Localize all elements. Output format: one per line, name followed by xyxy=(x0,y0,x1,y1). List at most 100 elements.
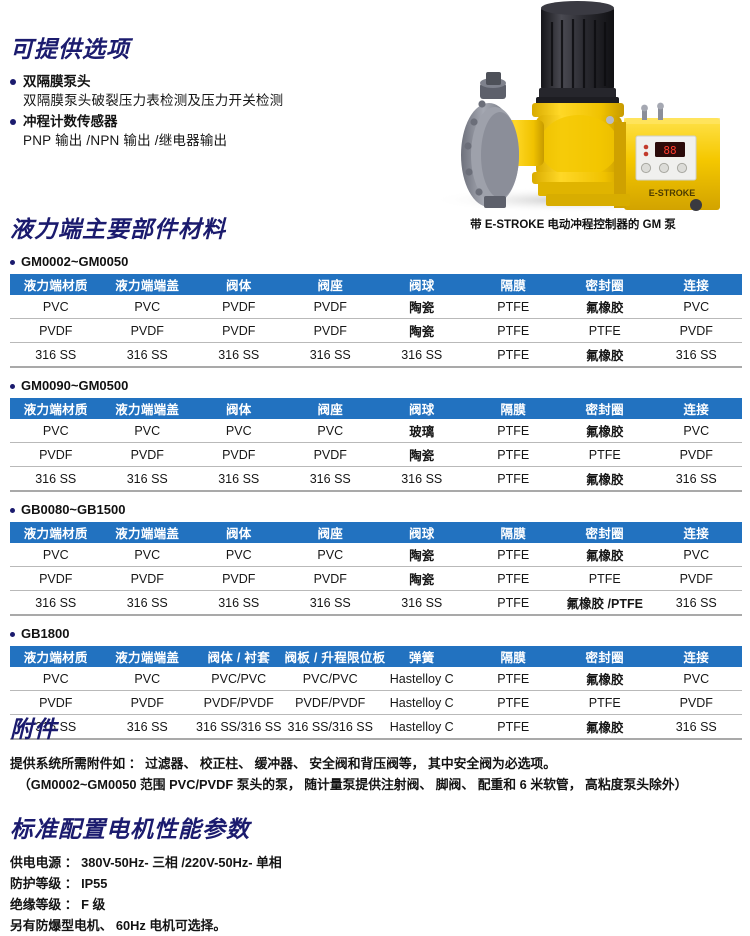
column-header: 连接 xyxy=(650,398,742,419)
option-heading: 冲程计数传感器 xyxy=(10,112,410,131)
materials-table: 液力端材质 液力端端盖 阀体 / 衬套 阀板 / 升程限位板 弹簧 隔膜 密封圈… xyxy=(10,646,742,740)
options-section-title: 可提供选项 xyxy=(10,36,130,62)
column-header: 阀座 xyxy=(284,398,376,419)
option-description: PNP 输出 /NPN 输出 /继电器输出 xyxy=(23,133,228,148)
cell: PTFE xyxy=(467,318,559,343)
accessories-section: 附件 提供系统所需附件如 ： 过滤器、 校正柱、 缓冲器、 安全阀和背压阀等， … xyxy=(10,718,750,795)
column-header: 密封圈 xyxy=(559,398,651,419)
cell: PVC xyxy=(284,419,376,443)
cell: PVC/PVC xyxy=(193,667,285,691)
accessories-line: 提供系统所需附件如 ： 过滤器、 校正柱、 缓冲器、 安全阀和背压阀等， 其中安… xyxy=(10,756,557,771)
cell: 316 SS xyxy=(101,342,193,368)
column-header: 阀体 xyxy=(193,274,285,295)
table-label: GB0080~GB1500 xyxy=(10,502,742,518)
motor-parameters-section: 标准配置电机性能参数 供电电源 ： 380V-50Hz- 三相 /220V-50… xyxy=(10,818,510,936)
table-row: PVC PVC PVC/PVC PVC/PVC Hastelloy C PTFE… xyxy=(10,667,742,691)
cell: PVDF xyxy=(101,318,193,343)
table-label-text: GB0080~GB1500 xyxy=(21,502,126,517)
cell: 氟橡胶 xyxy=(559,667,651,691)
cell: 316 SS xyxy=(376,590,468,616)
cell: 氟橡胶 xyxy=(559,543,651,567)
column-header: 阀球 xyxy=(376,398,468,419)
cell: PTFE xyxy=(559,442,651,467)
cell: 316 SS xyxy=(193,590,285,616)
table-label: GM0090~GM0500 xyxy=(10,378,742,394)
cell: PTFE xyxy=(559,318,651,343)
cell: PVDF xyxy=(193,442,285,467)
cell: 316 SS xyxy=(101,714,193,740)
column-header: 阀体 xyxy=(193,398,285,419)
cell: 氟橡胶 xyxy=(559,342,651,368)
cell: PVDF xyxy=(650,566,742,591)
cell: PVDF/PVDF xyxy=(193,690,285,715)
cell: 316 SS xyxy=(101,590,193,616)
column-header: 液力端材质 xyxy=(10,398,102,419)
cell: PVDF xyxy=(101,442,193,467)
column-header: 阀体 xyxy=(193,522,285,543)
cell: 316 SS xyxy=(284,590,376,616)
cell: 氟橡胶 xyxy=(559,419,651,443)
column-header: 阀球 xyxy=(376,274,468,295)
material-table-group: GM0002~GM0050 液力端材质 液力端端盖 阀体 阀座 阀球 隔膜 密封… xyxy=(10,254,742,368)
cell: 316 SS xyxy=(10,590,102,616)
table-row: PVC PVC PVC PVC 陶瓷 PTFE 氟橡胶 PVC xyxy=(10,543,742,567)
table-row: 316 SS 316 SS 316 SS/316 SS 316 SS/316 S… xyxy=(10,714,742,740)
cell: 316 SS/316 SS xyxy=(284,714,376,740)
material-table-group: GB0080~GB1500 液力端材质 液力端端盖 阀体 阀座 阀球 隔膜 密封… xyxy=(10,502,742,616)
column-header: 液力端端盖 xyxy=(101,274,193,295)
option-item: 双隔膜泵头 双隔膜泵头破裂压力表检测及压力开关检测 xyxy=(10,72,410,111)
estroke-brand-label: E-STROKE xyxy=(649,188,696,198)
column-header: 密封圈 xyxy=(559,274,651,295)
column-header: 阀体 / 衬套 xyxy=(193,646,285,667)
cell: PVDF xyxy=(650,442,742,467)
table-row: PVDF PVDF PVDF PVDF 陶瓷 PTFE PTFE PVDF xyxy=(10,442,742,467)
cell: 316 SS xyxy=(284,466,376,492)
product-figure: 88 E-STROKE 带 E-STROKE 电动冲程控制器的 GM 泵 xyxy=(396,0,750,236)
column-header: 连接 xyxy=(650,522,742,543)
bullet-dot-icon xyxy=(10,78,16,85)
cell: PVC xyxy=(101,295,193,319)
cell: PVC xyxy=(101,667,193,691)
table-row: PVDF PVDF PVDF/PVDF PVDF/PVDF Hastelloy … xyxy=(10,690,742,715)
bullet-dot-icon xyxy=(10,259,15,265)
cell: 陶瓷 xyxy=(376,442,468,467)
cell: PVDF xyxy=(10,318,102,343)
cell: PVDF/PVDF xyxy=(284,690,376,715)
material-table-group: GM0090~GM0500 液力端材质 液力端端盖 阀体 阀座 阀球 隔膜 密封… xyxy=(10,378,742,492)
cell: PVDF xyxy=(101,690,193,715)
cell: Hastelloy C xyxy=(376,690,468,715)
cell: PTFE xyxy=(467,442,559,467)
column-header: 连接 xyxy=(650,274,742,295)
cell: 陶瓷 xyxy=(376,318,468,343)
table-row: PVDF PVDF PVDF PVDF 陶瓷 PTFE PTFE PVDF xyxy=(10,318,742,343)
cell: 氟橡胶 /PTFE xyxy=(559,590,651,616)
table-header-row: 液力端材质 液力端端盖 阀体 阀座 阀球 隔膜 密封圈 连接 xyxy=(10,398,742,419)
cell: PVDF xyxy=(101,566,193,591)
materials-table: 液力端材质 液力端端盖 阀体 阀座 阀球 隔膜 密封圈 连接 PVC PVC P xyxy=(10,398,742,492)
cell: PVC xyxy=(650,543,742,567)
column-header: 阀球 xyxy=(376,522,468,543)
cell: 316 SS xyxy=(101,466,193,492)
table-row: PVC PVC PVDF PVDF 陶瓷 PTFE 氟橡胶 PVC xyxy=(10,295,742,319)
materials-table: 液力端材质 液力端端盖 阀体 阀座 阀球 隔膜 密封圈 连接 PVC PVC P xyxy=(10,522,742,616)
product-caption: 带 E-STROKE 电动冲程控制器的 GM 泵 xyxy=(470,219,676,231)
column-header: 阀板 / 升程限位板 xyxy=(284,646,385,667)
cell: PVDF xyxy=(10,690,102,715)
controller-display-value: 88 xyxy=(663,144,676,157)
table-header-row: 液力端材质 液力端端盖 阀体 / 衬套 阀板 / 升程限位板 弹簧 隔膜 密封圈… xyxy=(10,646,742,667)
cell: 316 SS xyxy=(10,466,102,492)
cell: PTFE xyxy=(559,566,651,591)
cell: PVC xyxy=(193,543,285,567)
table-label-text: GM0002~GM0050 xyxy=(21,254,129,269)
cell: PVDF xyxy=(650,318,742,343)
table-label-text: GB1800 xyxy=(21,626,70,641)
cell: 316 SS/316 SS xyxy=(193,714,285,740)
cell: PVDF xyxy=(284,442,376,467)
cell: PVC xyxy=(10,667,102,691)
cell: PTFE xyxy=(467,543,559,567)
cell: PTFE xyxy=(467,667,559,691)
cell: PVC xyxy=(10,419,102,443)
cell: 316 SS xyxy=(376,466,468,492)
cell: PVC/PVC xyxy=(284,667,376,691)
